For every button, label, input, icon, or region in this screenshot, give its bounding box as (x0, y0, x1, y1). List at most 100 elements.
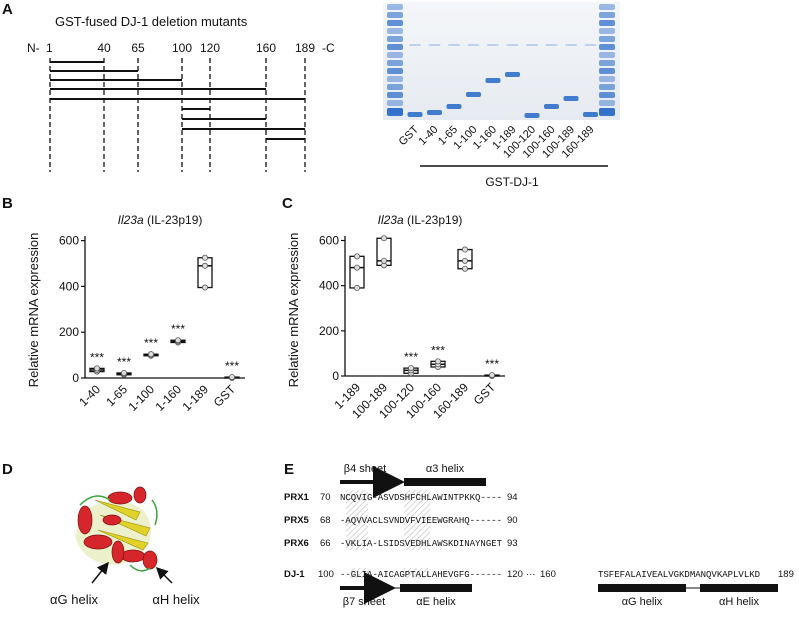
chart-title-text: (IL-23p19) (147, 213, 202, 227)
gene-name: Il23a (118, 213, 144, 227)
gel-band (387, 68, 403, 74)
gel-band (387, 12, 403, 18)
x-tick-label: GST (471, 380, 499, 408)
gel-band (526, 44, 538, 46)
gel-band (599, 84, 615, 90)
gel-band (599, 68, 615, 74)
data-point (201, 262, 208, 269)
structure-label: α3 helix (426, 463, 465, 475)
y-axis-label: Relative mRNA expression (286, 233, 301, 388)
scale-label: 100 (172, 41, 192, 55)
y-axis-label: Relative mRNA expression (26, 233, 41, 388)
sequence: --GLIA-AICAGPTALLAHEVGFG------ (340, 570, 502, 580)
x-tick-label: 1-100 (126, 382, 158, 414)
scale-label: -C (322, 41, 335, 55)
gel-band (583, 112, 598, 117)
gel-band (599, 92, 615, 98)
x-tick-label: 1-189 (180, 382, 212, 414)
y-tick-label: 200 (319, 324, 339, 338)
gel-band (409, 44, 421, 46)
gel-band (584, 44, 597, 46)
sequence: TSFEFALAIVEALVGKDMANQVKAPLVLKD (598, 570, 760, 580)
gel-lane-label: GST (397, 123, 422, 148)
x-tick-label: 1-40 (76, 382, 103, 409)
residue-number: 70 (320, 492, 331, 503)
residue-number: 90 (507, 515, 518, 526)
data-point (228, 374, 235, 381)
significance-label: *** (485, 357, 499, 371)
residue-number: 120 (507, 569, 523, 580)
helix-label: αG helix (50, 592, 98, 607)
gel-band (485, 78, 501, 83)
scale-label: 160 (256, 41, 276, 55)
structure-label: αE helix (416, 596, 456, 608)
data-point (380, 235, 387, 242)
gel-band (599, 108, 615, 116)
x-tick-label: 1-160 (153, 382, 185, 414)
gel-band (466, 92, 481, 97)
gel-band (387, 36, 403, 42)
scale-label: 40 (97, 41, 111, 55)
gel-band (387, 52, 403, 58)
scale-label: 1 (46, 41, 53, 55)
gene-name: Il23a (378, 213, 404, 227)
residue-number: 66 (320, 538, 331, 549)
data-point (353, 264, 360, 271)
gel-band (599, 12, 615, 18)
gel-lane-label: 1-40 (417, 124, 441, 148)
gel-band (599, 36, 615, 42)
y-tick-label: 600 (319, 234, 339, 248)
alignment: β4 sheet α3 helix PRX1 70 NCQVIG-ASVDSHF… (284, 463, 794, 608)
gel-band (387, 100, 403, 106)
panel-label: D (2, 461, 13, 478)
gel-band (387, 4, 403, 10)
panel-label: C (282, 195, 293, 212)
panel-label: A (2, 1, 13, 18)
significance-label: *** (117, 355, 131, 369)
data-point (380, 257, 387, 264)
data-point (434, 358, 441, 365)
data-point (353, 253, 360, 260)
residue-number: 93 (507, 538, 518, 549)
gel-band (563, 96, 579, 101)
x-tick-label: GST (211, 382, 239, 410)
gel-band (599, 20, 615, 26)
data-point (201, 284, 208, 291)
ellipsis: ··· (526, 569, 536, 580)
gel-band (467, 44, 480, 46)
data-point (94, 365, 101, 372)
gel-band (387, 60, 403, 66)
protein-name: DJ-1 (284, 569, 305, 580)
construct-lines (50, 61, 305, 140)
gel-band (387, 28, 403, 34)
sequence: -VKLIA-LSIDSVEDHLAWSKDINAYNGET (340, 539, 503, 549)
structure-label: αH helix (719, 596, 759, 608)
protein-name: PRX1 (284, 492, 310, 503)
y-tick-label: 400 (319, 279, 339, 293)
sequence: -AQVVACLSVNDVFVIEEWGRAHQ------ (340, 516, 502, 526)
residue-number: 160 (540, 569, 556, 580)
significance-label: *** (225, 359, 239, 373)
gel-band (487, 44, 499, 46)
box (197, 257, 213, 289)
gel-band (599, 60, 615, 66)
gel-band (506, 44, 519, 46)
gel-group-label: GST-DJ-1 (485, 175, 539, 189)
gel-band (599, 44, 615, 50)
chart-title: Il23a (IL-23p19) (118, 213, 203, 227)
gel-band (565, 44, 577, 46)
chart-title-text: (IL-23p19) (407, 213, 462, 227)
chart-title: Il23a (IL-23p19) (378, 213, 463, 227)
gel-band (387, 20, 403, 26)
residue-number: 189 (778, 569, 794, 580)
y-tick-label: 0 (332, 369, 339, 383)
gel-band (387, 84, 403, 90)
gel-band (387, 44, 403, 50)
gel-band (428, 44, 441, 46)
gel-band (448, 44, 460, 46)
structure-label: β7 sheet (343, 596, 385, 608)
significance-label: *** (90, 350, 104, 364)
gel-band (599, 52, 615, 58)
